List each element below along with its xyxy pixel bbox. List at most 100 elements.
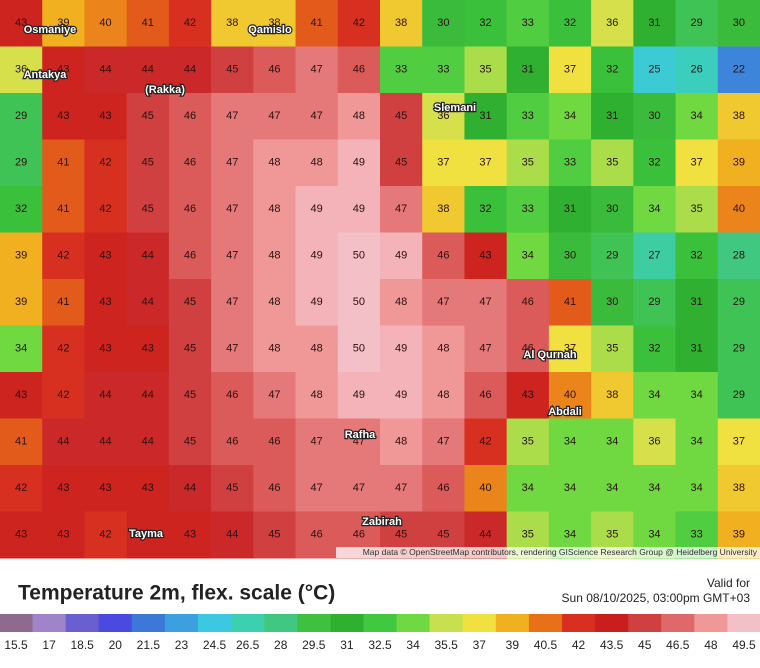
temp-value: 38 <box>733 110 745 122</box>
temp-cell <box>168 139 212 187</box>
temp-value: 38 <box>606 389 618 401</box>
temp-cell <box>337 0 381 47</box>
temp-cell <box>548 186 592 233</box>
temp-cell <box>675 93 719 140</box>
temp-value: 44 <box>479 529 491 541</box>
temp-value: 31 <box>522 64 534 76</box>
temp-value: 46 <box>522 343 534 355</box>
temp-value: 32 <box>606 64 618 76</box>
temp-cell <box>422 0 465 47</box>
temp-value: 32 <box>691 250 703 262</box>
temp-value: 39 <box>57 17 69 29</box>
temp-value: 45 <box>184 389 196 401</box>
temp-value: 43 <box>99 110 111 122</box>
temp-value: 47 <box>226 157 238 169</box>
temp-value: 45 <box>437 529 449 541</box>
temp-value: 33 <box>395 64 407 76</box>
temp-cell <box>591 372 634 419</box>
scale-label: 29.5 <box>302 638 326 652</box>
temp-value: 47 <box>268 389 280 401</box>
scale-segment <box>264 614 298 632</box>
temp-value: 49 <box>311 203 323 215</box>
temp-value: 42 <box>15 482 27 494</box>
temp-cell <box>506 186 550 233</box>
temp-value: 50 <box>353 296 365 308</box>
scale-label: 28 <box>274 638 288 652</box>
temp-value: 46 <box>353 64 365 76</box>
temp-cell <box>380 372 423 419</box>
temp-value: 34 <box>691 482 703 494</box>
temp-cell <box>380 46 423 94</box>
temp-value: 34 <box>15 343 27 355</box>
temp-cell <box>633 279 677 326</box>
temp-cell <box>548 93 592 140</box>
temp-value: 48 <box>395 436 407 448</box>
temp-cell <box>84 325 128 373</box>
temp-value: 44 <box>142 250 154 262</box>
temp-cell <box>675 186 719 233</box>
temp-cell <box>211 139 254 187</box>
temp-value: 46 <box>353 529 365 541</box>
temp-value: 49 <box>395 343 407 355</box>
temp-cell <box>591 465 634 512</box>
scale-segment <box>595 614 629 632</box>
temp-cell <box>337 232 381 280</box>
scale-segment <box>495 614 530 632</box>
temp-cell <box>168 46 212 94</box>
temp-cell <box>717 465 760 512</box>
temp-cell <box>717 46 760 94</box>
temp-cell <box>422 232 465 280</box>
scale-segment <box>164 614 199 632</box>
temp-cell <box>506 372 550 419</box>
temp-cell <box>0 511 43 559</box>
temp-value: 48 <box>353 110 365 122</box>
temp-cell <box>675 279 719 326</box>
temp-cell <box>337 465 381 512</box>
temp-value: 33 <box>564 157 576 169</box>
temp-value: 34 <box>564 110 576 122</box>
temp-cell <box>717 279 760 326</box>
temp-value: 36 <box>606 17 618 29</box>
temp-cell <box>42 418 85 466</box>
temp-cell <box>295 186 339 233</box>
temp-cell <box>506 0 550 47</box>
temp-value: 43 <box>57 482 69 494</box>
temp-value: 33 <box>437 64 449 76</box>
temp-value: 30 <box>606 296 618 308</box>
temp-value: 28 <box>733 250 745 262</box>
temp-value: 49 <box>353 157 365 169</box>
temp-value: 44 <box>184 482 196 494</box>
temp-cell <box>0 279 43 326</box>
temp-value: 46 <box>226 436 238 448</box>
temp-cell <box>380 0 423 47</box>
scale-segment <box>661 614 695 632</box>
temp-value: 32 <box>648 157 660 169</box>
temp-value: 45 <box>184 343 196 355</box>
temp-value: 46 <box>268 64 280 76</box>
temp-value: 49 <box>311 250 323 262</box>
temp-cell <box>253 139 297 187</box>
temp-cell <box>337 418 381 466</box>
temp-cell <box>591 46 634 94</box>
temp-value: 47 <box>311 110 323 122</box>
temp-value: 47 <box>226 250 238 262</box>
temp-cell <box>380 418 423 466</box>
temp-value: 48 <box>268 203 280 215</box>
attribution: Map data © OpenStreetMap contributors, r… <box>363 547 758 557</box>
temp-cell <box>633 325 677 373</box>
temp-cell <box>295 511 339 559</box>
temp-value: 38 <box>268 17 280 29</box>
temp-cell <box>506 139 550 187</box>
temp-cell <box>211 0 254 47</box>
scale-segment <box>131 614 166 632</box>
temp-value: 47 <box>226 296 238 308</box>
temp-cell <box>464 93 508 140</box>
scale-segment <box>0 614 34 632</box>
scale-label: 32.5 <box>368 638 392 652</box>
temp-value: 47 <box>479 343 491 355</box>
temp-value: 29 <box>733 296 745 308</box>
temp-value: 34 <box>691 389 703 401</box>
temp-value: 37 <box>564 64 576 76</box>
temp-cell <box>0 325 43 373</box>
scale-label: 37 <box>473 638 487 652</box>
